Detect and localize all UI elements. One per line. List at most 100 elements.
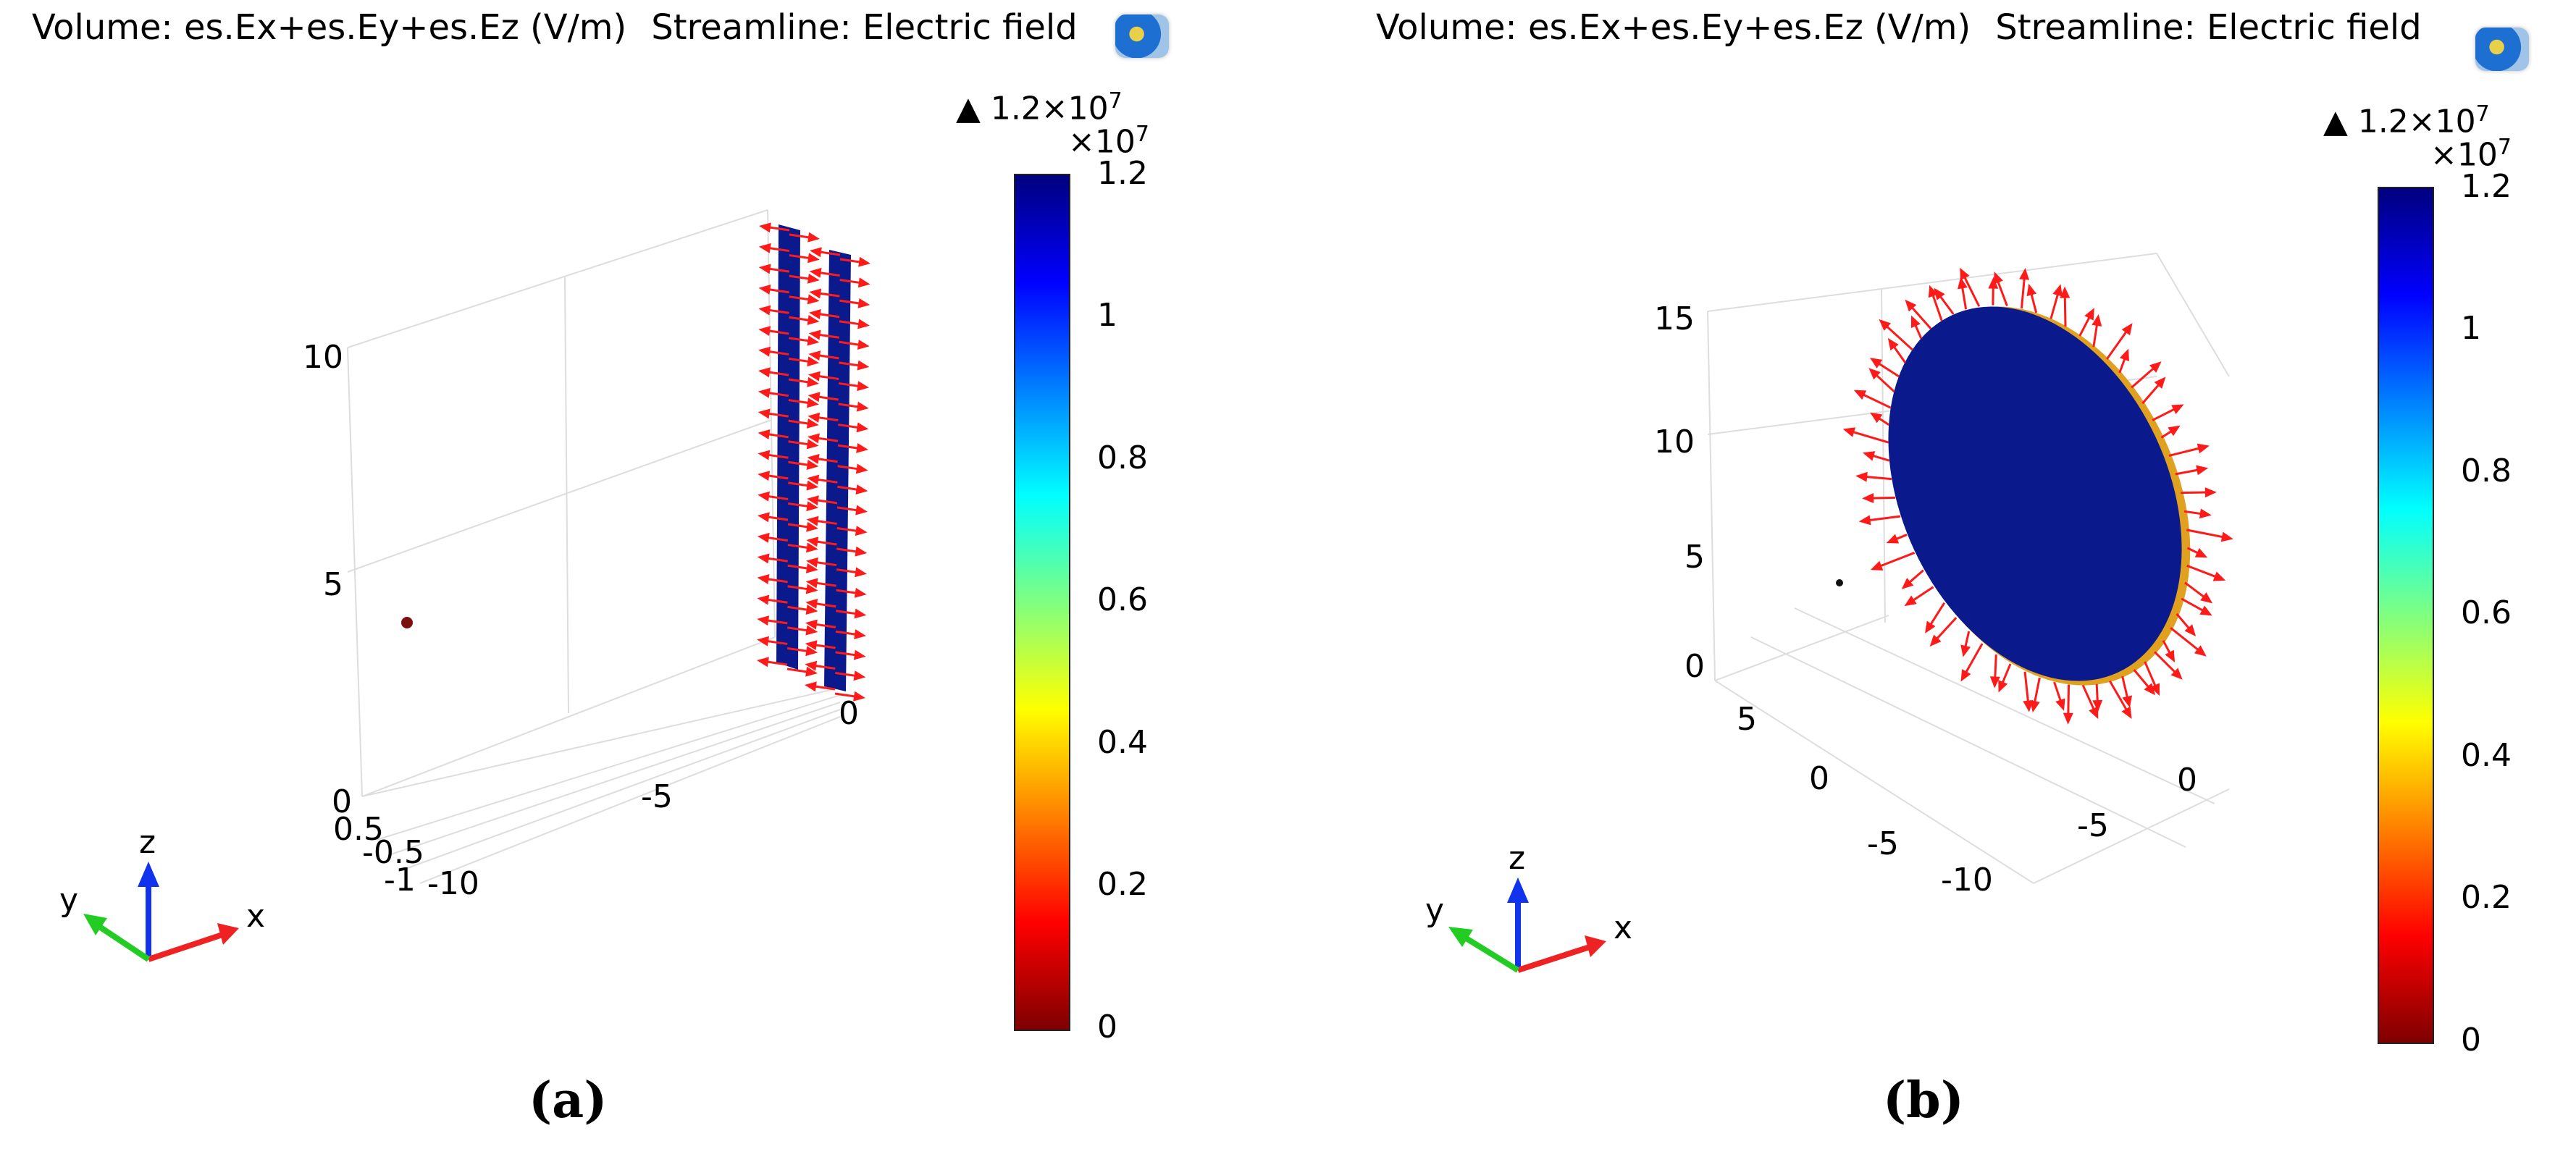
field-arrow-shaft [1866,515,1901,522]
field-arrow-head [2197,443,2210,454]
triad-x-label: x [1614,909,1633,946]
field-arrow-head [2144,683,2156,696]
title-volume: Volume: es.Ex+es.Ey+es.Ez (V/m) [32,7,627,48]
title-volume: Volume: es.Ex+es.Ey+es.Ez (V/m) [1376,7,1971,48]
field-arrow-shaft [2109,680,2129,714]
colorbar [2378,187,2434,1044]
field-arrow-head [806,521,818,532]
field-arrow-head [2026,283,2037,297]
field-arrow-shaft [1860,392,1892,409]
colorbar-tick: 1.2 [1097,155,1148,192]
z-tick-label: 15 [1654,300,1695,337]
field-arrow-shaft [1994,655,1997,681]
field-arrow-head [807,232,820,243]
field-arrow-head [757,594,770,605]
field-arrow-head [857,298,870,308]
field-arrow-head [2122,695,2133,708]
title-streamline: Streamline: Electric field [651,7,1078,48]
field-arrow-head [807,273,820,284]
field-arrow-head [1869,358,1883,369]
title-streamline: Streamline: Electric field [1995,7,2422,48]
field-arrow-shaft [1910,586,1934,603]
field-arrow-head [758,491,770,502]
field-arrow-head [857,319,870,329]
triad-y-axis [92,920,151,962]
field-arrow-head [805,599,818,609]
field-arrow-shaft [2168,446,2203,457]
field-arrow-shaft [1963,643,1984,676]
triad-x-axis [147,931,226,962]
field-arrow-head [807,474,820,485]
field-arrow-head [2092,699,2103,712]
field-arrow-head [2023,699,2034,712]
plate-right [824,250,851,691]
colorbar-tick: 1 [2461,310,2481,347]
field-arrow-shaft [2180,491,2210,494]
z-tick-label: 0 [1685,648,1705,685]
field-arrow-shaft [2175,468,2202,476]
field-arrow-head [806,480,819,491]
field-arrow-head [1868,368,1881,380]
field-arrow-head [807,433,820,444]
field-arrow-shaft [2186,564,2220,579]
field-arrow-head [757,657,769,668]
max-marker: ▲ 1.2×107 [956,88,1123,127]
field-arrow-head [2171,404,2184,414]
panel-b: Volume: es.Ex+es.Ey+es.Ez (V/m) Streamlin… [1288,0,2575,1170]
field-arrow-shaft [1928,602,1946,628]
field-arrow-head [806,542,818,553]
field-arrow-head [1925,620,1936,634]
y-tick-label: -1 [384,862,416,898]
field-arrow-head [758,512,770,523]
field-arrow-head [855,463,868,474]
z-tick-label: 0 [332,783,352,820]
point-charge [401,617,413,628]
colorbar-scale: ×107 [1068,122,1149,161]
field-arrow-head [805,619,818,630]
field-arrow-head [758,243,771,253]
field-arrow-head [805,681,817,692]
field-arrow-head [758,264,771,274]
y-tick-label: -0.5 [362,834,424,871]
field-arrow-head [806,557,818,568]
field-arrow-head [758,326,771,337]
field-arrow-head [807,253,820,264]
field-arrow-head [1993,272,2003,285]
triad-z-label: z [139,824,156,861]
field-arrow-head [1862,493,1874,504]
field-arrow-head [807,335,820,346]
field-arrow-head [1886,534,1900,544]
colorbar-scale: ×107 [2430,135,2512,174]
triad-x-label: x [246,898,266,935]
triad-y-axis [1459,933,1520,973]
field-arrow-shaft [1876,552,1916,568]
field-arrow-shaft [2081,684,2097,713]
z-tick-label: 10 [303,339,343,376]
plot-title: Volume: es.Ex+es.Ey+es.Ez (V/m) Streamlin… [1376,7,2422,48]
field-arrow-head [810,247,822,258]
field-arrow-shaft [2020,274,2026,309]
field-arrow-shaft [1908,304,1932,330]
field-arrow-head [805,660,818,671]
field-arrow-head [2204,487,2217,498]
field-arrow-head [807,397,819,408]
triad-x-axis [1516,943,1593,973]
axis-grid [347,209,841,884]
triad-y-label: y [59,882,79,919]
field-arrow-head [857,381,869,392]
field-arrow-head [807,294,820,305]
axis-triad [1448,878,1606,973]
field-arrow-head [2060,286,2071,298]
colorbar-tick: 0.6 [1097,581,1148,618]
field-arrow-shaft [2131,365,2157,389]
field-arrow-head [1934,287,1945,300]
field-arrow-head [809,288,822,299]
field-arrow-head [757,636,769,647]
field-arrows [757,222,870,702]
triad-y-arrowhead [1448,927,1473,947]
field-arrow-head [854,629,866,639]
field-arrow-head [2196,465,2209,476]
x-tick-label: -10 [1941,862,1993,898]
field-arrow-head [853,649,866,660]
field-arrow-head [807,495,819,506]
